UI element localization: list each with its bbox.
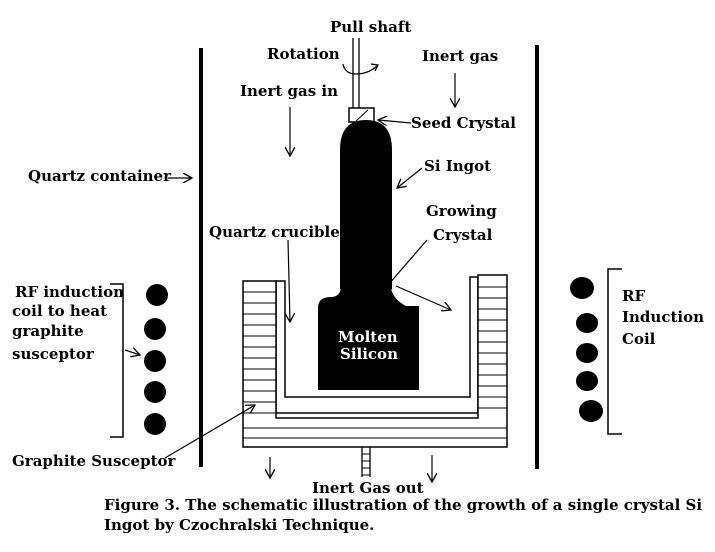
rf-right-label-1: RF [622,287,646,305]
rotation-label: Rotation [267,45,340,63]
rf-right-bracket [607,268,622,435]
rf-left-label-1: RF induction [15,283,125,301]
rf-right-label-2: Induction [622,308,704,326]
rotation-arrowhead [370,63,379,72]
gas-outlet-pipe [361,447,371,477]
graphite-susceptor [242,274,508,448]
rf-left-label-3: graphite [12,322,84,340]
seed-crystal-hatch [355,109,369,122]
inert-gas-in-label: Inert gas in [240,82,338,100]
rf-left-label-2: coil to heat [12,302,108,320]
rf-left-arrow [124,350,140,355]
seed-crystal-label: Seed Crystal [411,114,516,132]
inert-gas-out-label: Inert Gas out [312,479,424,497]
graphite-susceptor-arrow [164,405,255,459]
rf-coil-right [570,277,603,422]
pull-shaft-label: Pull shaft [330,18,412,36]
figure-caption-line-2: Ingot by Czochralski Technique. [104,516,375,534]
seed-crystal [348,107,375,123]
rf-left-bracket [110,283,124,438]
molten-silicon [318,289,419,390]
growing-crystal-arrow [382,239,428,292]
figure-caption-line-1: Figure 3. The schematic illustration of … [104,496,703,514]
si-ingot-arrow [397,167,423,188]
seed-crystal-arrow [378,120,412,123]
graphite-susceptor-label: Graphite Susceptor [12,452,176,470]
rotation-arrow [342,63,378,75]
molten-silicon-label-1: Molten [338,328,398,346]
quartz-crucible-arrow-right [395,285,451,310]
growing-crystal-label-2: Crystal [433,226,493,244]
si-ingot-label: Si Ingot [424,157,492,175]
quartz-crucible-label: Quartz crucible [209,223,340,241]
quartz-crucible-arrow-left [288,239,290,322]
growing-crystal-label-1: Growing [426,202,497,220]
inert-gas-label: Inert gas [422,47,499,65]
rf-right-label-3: Coil [622,330,656,348]
quartz-container-label: Quartz container [28,167,172,185]
si-ingot [340,120,392,289]
rf-coil-left [144,284,168,435]
rf-left-label-4: susceptor [12,345,94,363]
molten-silicon-label-2: Silicon [340,345,398,363]
